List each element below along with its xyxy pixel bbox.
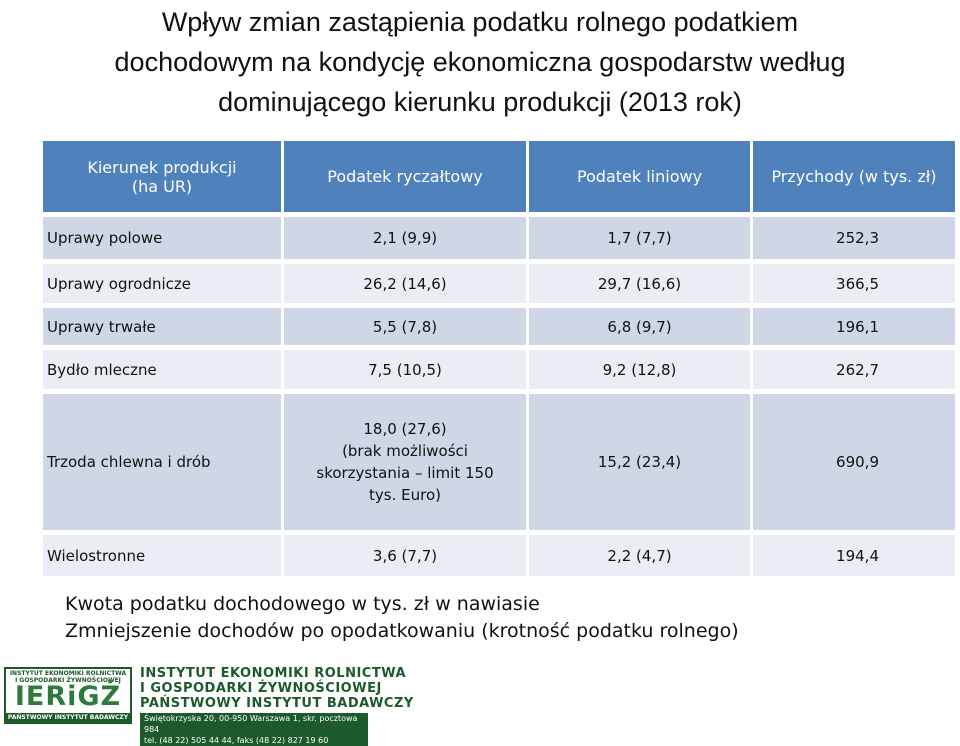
title-line-1: Wpływ zmian zastąpienia podatku rolnego … [161,7,799,37]
institute-address: Świętokrzyska 20, 00-950 Warszawa 1, skr… [140,713,368,746]
logo-bottom-text: PAŃSTWOWY INSTYTUT BADAWCZY [6,713,130,722]
logo-top-line2: I GOSPODARKI ŻYWNOŚCIOWEJ [15,677,121,684]
slide-title: Wpływ zmian zastąpienia podatku rolnego … [0,2,960,122]
logo-top-text: INSTYTUT EKONOMIKI ROLNICTWA I GOSPODARK… [6,670,130,684]
cell-ryczaltowy: 18,0 (27,6) (brak możliwości skorzystani… [284,392,526,530]
cell-ryczaltowy-line4: tys. Euro) [369,486,441,504]
cell-przychody: 196,1 [753,306,955,345]
institute-address-line: Świętokrzyska 20, 00-950 Warszawa 1, skr… [144,714,358,734]
institute-name-line1: INSTYTUT EKONOMIKI ROLNICTWA [140,666,407,681]
cell-liniowy: 2,2 (4,7) [529,533,750,576]
cell-kierunek: Wielostronne [43,533,281,576]
institute-name-block: INSTYTUT EKONOMIKI ROLNICTWA I GOSPODARK… [140,666,414,746]
table-header-row: Kierunek produkcji (ha UR) Podatek rycza… [43,141,955,212]
logo-mark: IERiGŻ [14,681,122,712]
cell-ryczaltowy: 7,5 (10,5) [284,348,526,389]
cell-ryczaltowy-line3: skorzystania – limit 150 [316,464,494,482]
cell-ryczaltowy-line1: 18,0 (27,6) [363,420,447,438]
cell-przychody: 690,9 [753,392,955,530]
logo-top-line1: INSTYTUT EKONOMIKI ROLNICTWA [9,670,127,677]
table-notes: Kwota podatku dochodowego w tys. zł w na… [65,591,739,645]
cell-liniowy: 29,7 (16,6) [529,262,750,303]
header-kierunek-line2: (ha UR) [131,176,193,196]
institute-phone-line: tel. (48 22) 505 44 44, faks (48 22) 827… [144,736,329,745]
title-line-3: dominującego kierunku produkcji (2013 ro… [218,87,742,117]
cell-ryczaltowy: 3,6 (7,7) [284,533,526,576]
tax-comparison-table: Kierunek produkcji (ha UR) Podatek rycza… [40,138,958,579]
institute-name-line3: PAŃSTWOWY INSTYTUT BADAWCZY [140,696,414,711]
header-przychody: Przychody (w tys. zł) [753,141,955,212]
header-liniowy: Podatek liniowy [529,141,750,212]
table-row: Uprawy ogrodnicze 26,2 (14,6) 29,7 (16,6… [43,262,955,303]
cell-ryczaltowy: 5,5 (7,8) [284,306,526,345]
cell-ryczaltowy: 26,2 (14,6) [284,262,526,303]
note-line-2: Zmniejszenie dochodów po opodatkowaniu (… [65,620,739,642]
cell-przychody: 194,4 [753,533,955,576]
cell-ryczaltowy-line2: (brak możliwości [342,442,468,460]
table-row: Uprawy trwałe 5,5 (7,8) 6,8 (9,7) 196,1 [43,306,955,345]
cell-liniowy: 1,7 (7,7) [529,215,750,259]
cell-kierunek: Bydło mleczne [43,348,281,389]
cell-przychody: 366,5 [753,262,955,303]
table-row: Bydło mleczne 7,5 (10,5) 9,2 (12,8) 262,… [43,348,955,389]
cell-ryczaltowy: 2,1 (9,9) [284,215,526,259]
cell-kierunek: Trzoda chlewna i drób [43,392,281,530]
cell-liniowy: 15,2 (23,4) [529,392,750,530]
cell-liniowy: 6,8 (9,7) [529,306,750,345]
cell-kierunek: Uprawy trwałe [43,306,281,345]
header-kierunek-line1: Kierunek produkcji [87,157,237,177]
header-ryczaltowy: Podatek ryczałtowy [284,141,526,212]
cell-liniowy: 9,2 (12,8) [529,348,750,389]
institute-logo: INSTYTUT EKONOMIKI ROLNICTWA I GOSPODARK… [4,667,132,724]
cell-kierunek: Uprawy polowe [43,215,281,259]
note-line-1: Kwota podatku dochodowego w tys. zł w na… [65,593,540,615]
title-line-2: dochodowym na kondycję ekonomiczna gospo… [114,47,846,77]
institute-name-line2: I GOSPODARKI ŻYWNOŚCIOWEJ [140,681,382,696]
cell-przychody: 252,3 [753,215,955,259]
header-kierunek: Kierunek produkcji (ha UR) [43,141,281,212]
table-row: Uprawy polowe 2,1 (9,9) 1,7 (7,7) 252,3 [43,215,955,259]
cell-przychody: 262,7 [753,348,955,389]
cell-kierunek: Uprawy ogrodnicze [43,262,281,303]
table-row: Trzoda chlewna i drób 18,0 (27,6) (brak … [43,392,955,530]
table-row: Wielostronne 3,6 (7,7) 2,2 (4,7) 194,4 [43,533,955,576]
